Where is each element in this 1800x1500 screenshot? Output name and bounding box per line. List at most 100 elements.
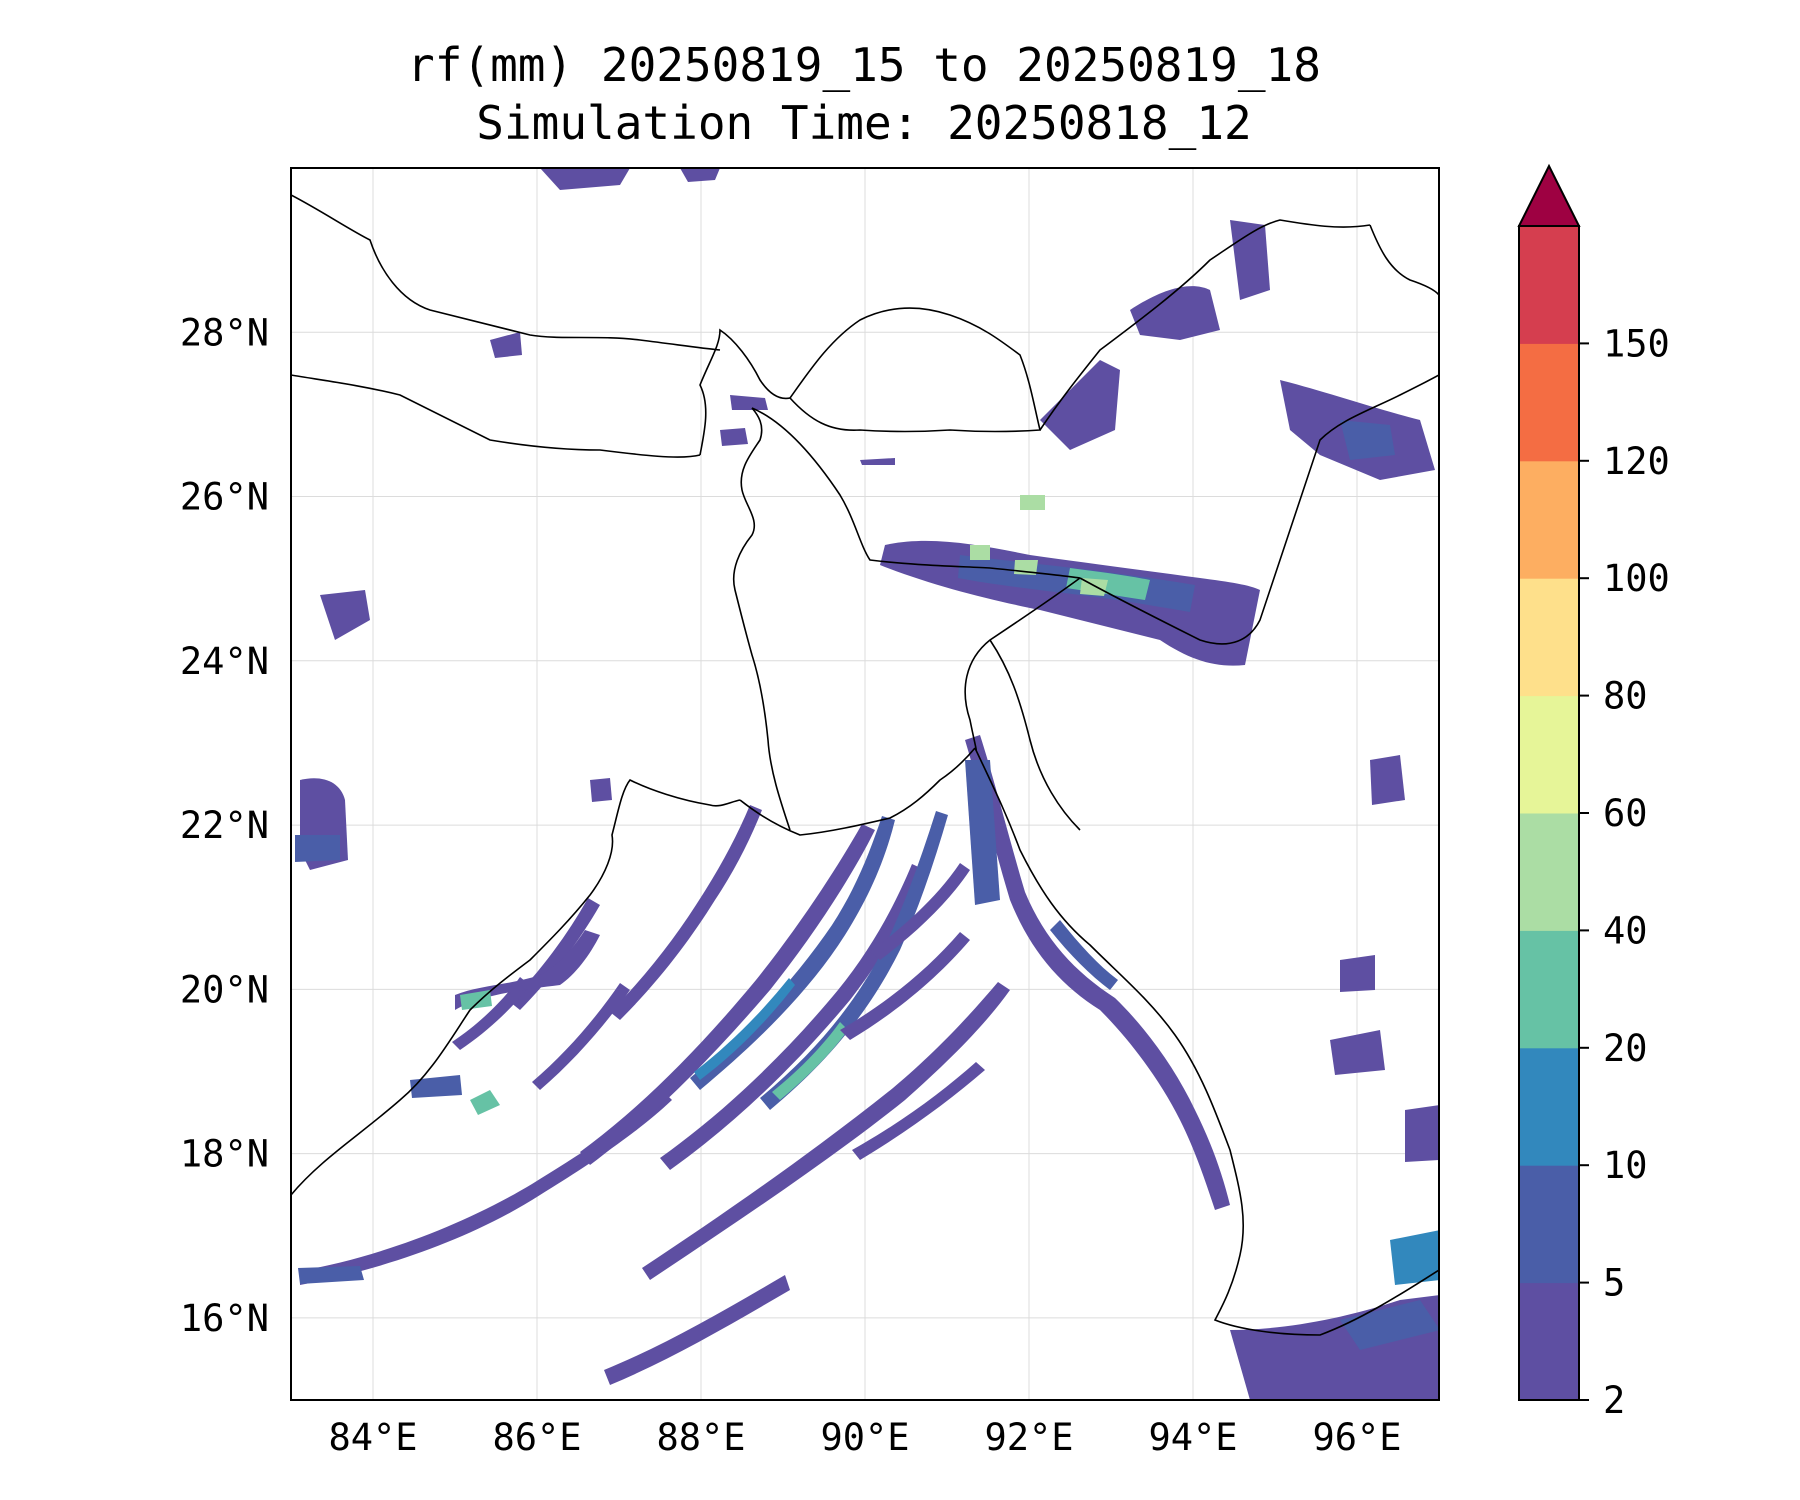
rain-band	[720, 428, 748, 446]
rain-band	[298, 1266, 364, 1284]
y-tick-label: 20°N	[180, 968, 269, 1011]
rain-band	[694, 978, 795, 1080]
rain-band	[604, 1275, 790, 1385]
x-tick-label: 86°E	[492, 1416, 581, 1459]
rain-band	[590, 778, 612, 802]
x-tick-label: 96°E	[1312, 1416, 1401, 1459]
rain-band	[642, 982, 1010, 1280]
y-tick-label: 26°N	[180, 476, 269, 519]
map-frame	[290, 167, 1440, 1401]
rain-band	[490, 332, 522, 358]
rain-band	[1020, 495, 1045, 510]
colorbar-label: 60	[1603, 792, 1648, 835]
rainfall-field	[295, 168, 1439, 1400]
rain-band	[1050, 920, 1118, 990]
colorbar-segment	[1519, 578, 1579, 697]
colorbar-segment	[1519, 813, 1579, 931]
colorbar: 2 5 10 20 40 60 80 100 120 150	[1517, 163, 1670, 1422]
x-tick-label: 94°E	[1148, 1416, 1237, 1459]
colorbar-label: 10	[1603, 1144, 1648, 1187]
x-tick-label: 84°E	[328, 1416, 417, 1459]
colorbar-label: 80	[1603, 675, 1648, 718]
rain-band	[1340, 955, 1375, 992]
border	[733, 407, 791, 831]
rain-band	[410, 1075, 462, 1098]
rain-band	[840, 932, 970, 1040]
border	[751, 407, 1081, 579]
title-line-1: rf(mm) 20250819_15 to 20250819_18	[407, 38, 1321, 92]
colorbar-segment	[1519, 343, 1579, 462]
rain-band	[680, 168, 720, 182]
x-tick-label: 88°E	[656, 1416, 745, 1459]
rain-band	[610, 805, 762, 1020]
border	[1369, 224, 1439, 296]
colorbar-segment	[1519, 930, 1579, 1049]
border	[989, 639, 1081, 831]
rain-band	[860, 458, 895, 465]
colorbar-segment	[1519, 1165, 1579, 1284]
rain-band	[1340, 1300, 1439, 1350]
colorbar-label: 100	[1603, 557, 1670, 600]
rain-band	[730, 395, 768, 410]
colorbar-label: 40	[1603, 909, 1648, 952]
colorbar-segment	[1519, 226, 1579, 344]
rain-band	[1040, 360, 1120, 450]
map-title: rf(mm) 20250819_15 to 20250819_18 Simula…	[290, 36, 1438, 152]
rain-band	[852, 1062, 985, 1160]
rain-band	[470, 1090, 500, 1115]
map-panel: 84°E 86°E 88°E 90°E 92°E 94°E 96°E 16°N 18°N 20°…	[180, 167, 1440, 1459]
colorbar-segment	[1519, 460, 1579, 579]
border	[699, 328, 791, 456]
border	[964, 577, 1081, 751]
colorbar-label: 150	[1603, 322, 1670, 365]
y-tick-label: 24°N	[180, 640, 269, 683]
rain-band	[965, 760, 1000, 905]
rain-band	[1405, 1105, 1439, 1162]
rain-band	[870, 863, 970, 960]
title-line-2: Simulation Time: 20250818_12	[476, 96, 1252, 150]
y-tick-label: 28°N	[180, 311, 269, 354]
rain-band	[970, 545, 990, 560]
rain-band	[1330, 1030, 1385, 1075]
y-tick-label: 18°N	[180, 1133, 269, 1176]
colorbar-label: 120	[1603, 440, 1670, 483]
coastline	[974, 747, 1439, 1336]
border	[1079, 374, 1439, 645]
x-axis-ticks: 84°E 86°E 88°E 90°E 92°E 94°E 96°E	[328, 1416, 1401, 1459]
y-tick-label: 22°N	[180, 804, 269, 847]
rain-band	[580, 824, 875, 1165]
border	[789, 307, 1042, 433]
rain-band	[532, 983, 630, 1090]
y-axis-ticks: 16°N 18°N 20°N 22°N 24°N 26°N 28°N	[180, 311, 269, 1340]
rain-band	[460, 990, 492, 1010]
rain-band	[300, 1092, 672, 1285]
coastline	[739, 747, 976, 836]
colorbar-segment	[1519, 1047, 1579, 1166]
rain-band	[660, 864, 925, 1170]
border	[1039, 219, 1371, 431]
border	[291, 194, 721, 351]
rain-band	[760, 811, 948, 1110]
x-tick-label: 90°E	[820, 1416, 909, 1459]
colorbar-extend-arrow	[1517, 163, 1581, 227]
rain-band	[1066, 568, 1150, 600]
rain-band	[1340, 420, 1395, 460]
colorbar-label: 2	[1603, 1379, 1625, 1422]
border	[291, 374, 701, 458]
rain-band	[295, 835, 340, 862]
colorbar-segment	[1519, 695, 1579, 814]
rain-band	[772, 1022, 848, 1100]
rain-band	[540, 168, 630, 190]
rain-band	[320, 590, 370, 640]
colorbar-label: 20	[1603, 1027, 1648, 1070]
coastline	[291, 778, 741, 1196]
rain-band	[1370, 755, 1405, 805]
colorbar-label: 5	[1603, 1262, 1625, 1305]
y-tick-label: 16°N	[180, 1297, 269, 1340]
colorbar-segment	[1519, 1282, 1579, 1401]
rain-band	[452, 977, 530, 1050]
x-tick-label: 92°E	[984, 1416, 1073, 1459]
rain-band	[1130, 286, 1220, 340]
coastlines-borders	[291, 194, 1439, 1336]
